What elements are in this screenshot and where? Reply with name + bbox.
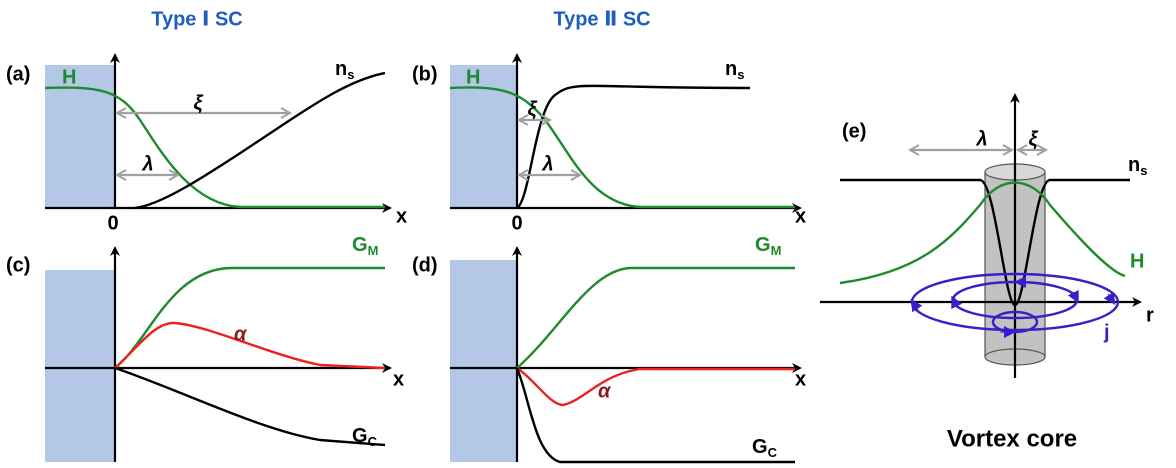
condensation-label: GC [752,436,778,460]
panel-b: (b) H ns ξ λ 0 x [412,55,806,234]
field-label: H [62,66,76,88]
label-base: G [352,425,368,447]
axis-label: x [795,368,806,390]
label-sub: s [1140,163,1147,178]
order-label: α [598,380,612,402]
label-sub: M [368,243,379,258]
origin-label: 0 [511,212,522,234]
magnetic-label: GM [352,234,378,258]
magnetic-label: GM [755,234,781,258]
density-curve [135,73,385,208]
order-curve [115,323,385,368]
label-sub: C [368,434,378,449]
panel-d: (d) GM α GC x [412,234,806,462]
condensation-curve [115,368,385,445]
origin-label: 0 [107,212,118,234]
superconductor-region [45,65,115,208]
label-base: n [335,58,347,80]
field-label: H [1130,250,1144,272]
axis-label: x [393,368,404,390]
figure: Type Ⅰ SC Type Ⅱ SC (a) H ns ξ λ 0 x (b)… [0,0,1176,468]
label-sub: M [771,243,782,258]
coherence-label: ξ [528,98,538,120]
label-base: G [755,234,771,256]
panel-label: (c) [6,254,30,276]
density-label: ns [335,58,354,82]
penetration-label: λ [541,153,553,175]
penetration-label: λ [975,128,987,150]
current-label: j [1103,321,1110,343]
label-base: G [352,234,368,256]
panel-label: (a) [6,63,30,85]
axis-label: x [795,205,806,227]
density-label: ns [725,58,744,82]
order-curve [517,368,795,405]
panel-c: (c) GM α GC x [6,234,404,462]
magnetic-curve [115,268,385,368]
label-base: n [1128,154,1140,176]
density-label: ns [1128,154,1147,178]
panel-e: (e) λ ξ ns H r j Vortex core [820,95,1154,452]
panel-label: (e) [842,120,866,142]
panel-a: (a) H ns ξ λ 0 x [6,55,407,234]
coherence-label: ξ [194,92,204,114]
coherence-label: ξ [1029,128,1039,150]
superconductor-region [450,65,517,208]
axis-label: r [1146,304,1154,326]
label-sub: s [347,67,354,82]
axis-label: x [396,205,407,227]
superconductor-region [450,260,517,462]
label-sub: C [768,445,778,460]
field-curve [840,183,1125,284]
magnetic-curve [517,268,795,368]
condensation-label: GC [352,425,378,449]
order-label: α [234,323,248,345]
label-sub: s [737,67,744,82]
label-base: G [752,436,768,458]
panel-label: (b) [412,63,438,85]
penetration-label: λ [141,153,153,175]
column-title: Type Ⅰ SC [151,8,243,30]
current-arrow [1108,294,1112,300]
caption: Vortex core [947,425,1077,452]
panel-label: (d) [412,254,438,276]
label-base: n [725,58,737,80]
superconductor-region [45,270,115,462]
density-curve [517,86,750,208]
column-title: Type Ⅱ SC [553,8,650,30]
field-label: H [466,66,480,88]
